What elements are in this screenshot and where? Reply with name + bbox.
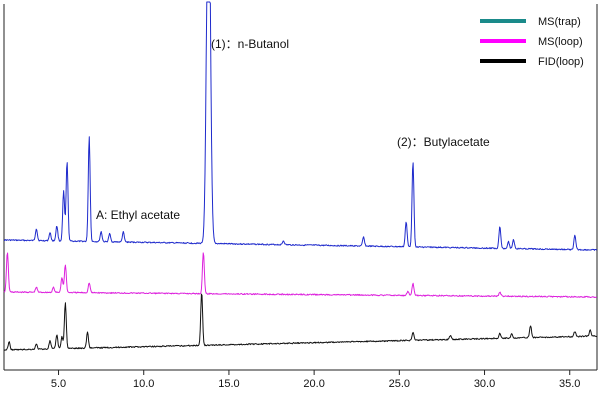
x-tick-label: 30.0 <box>474 378 495 390</box>
legend-label-ms-loop: MS(loop) <box>538 36 583 48</box>
x-tick-label: 10.0 <box>133 378 154 390</box>
x-tick-label: 35.0 <box>559 378 580 390</box>
series-line-fid-loop <box>3 293 598 351</box>
annotation-butylacetate: (2)：Butylacetate <box>397 135 490 149</box>
x-tick-label: 5.0 <box>51 378 66 390</box>
legend-label-ms-trap: MS(trap) <box>538 16 581 28</box>
x-tick-label: 20.0 <box>303 378 324 390</box>
x-tick-label: 15.0 <box>218 378 239 390</box>
series-layer <box>3 1 598 351</box>
annotation-ethyl-acetate: A: Ethyl acetate <box>96 208 180 222</box>
x-axis-ticks: 5.0 10.0 15.0 20.0 25.0 30.0 35.0 <box>51 370 580 390</box>
series-line-ms-loop <box>3 252 598 299</box>
annotation-n-butanol: (1)：n-Butanol <box>211 37 289 51</box>
legend: MS(trap) MS(loop) FID(loop) <box>480 16 584 68</box>
x-tick-label: 25.0 <box>389 378 410 390</box>
series-line-ms-trap <box>3 1 598 251</box>
plot-frame <box>3 4 598 371</box>
peak-annotations: (1)：n-Butanol (2)：Butylacetate A: Ethyl … <box>96 37 490 222</box>
legend-label-fid-loop: FID(loop) <box>538 56 584 68</box>
